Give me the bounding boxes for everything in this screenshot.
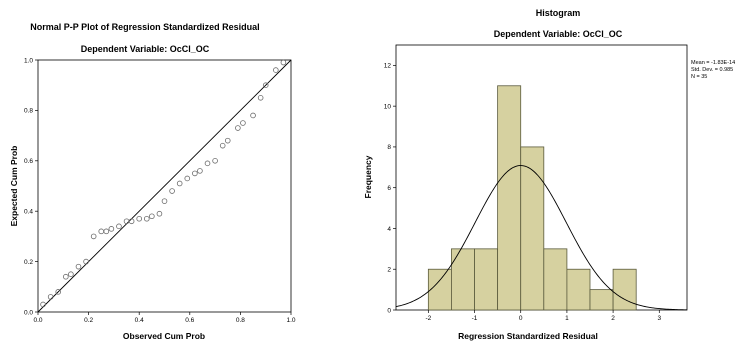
histogram-y-tick-label: 12: [384, 63, 392, 70]
pp-point: [184, 175, 191, 182]
pp-x-axis: 0.0 0.2 0.4 0.6 0.8 1.0: [33, 312, 296, 324]
histogram-y-axis-label: Frequency: [363, 155, 373, 198]
pp-y-tick-label: 0.8: [24, 108, 33, 115]
pp-point: [136, 215, 143, 222]
pp-y-tick-label: 0.2: [24, 259, 33, 266]
pp-point: [235, 125, 241, 131]
pp-point: [273, 67, 279, 73]
stats-n: N = 35: [691, 74, 707, 80]
pp-point: [108, 226, 115, 232]
histogram-y-tick-label: 10: [384, 103, 392, 110]
stats-mean: Mean = -1.83E-14: [691, 60, 735, 66]
pp-point: [156, 210, 163, 217]
histogram-x-tick-label: 0: [519, 315, 523, 322]
pp-point: [128, 218, 135, 225]
histogram-title: Histogram: [536, 8, 581, 18]
histogram-bar: [589, 289, 614, 311]
histogram-x-tick-label: -2: [425, 315, 431, 322]
normal-curve: [395, 165, 688, 311]
histogram-bar: [566, 268, 591, 311]
pp-y-axis: 0.0 0.2 0.4 0.6 0.8 1.0: [24, 57, 38, 316]
pp-point: [192, 170, 198, 177]
pp-y-tick-label: 0.6: [24, 158, 33, 165]
pp-point: [55, 289, 62, 295]
pp-point: [204, 160, 211, 167]
pp-point: [68, 271, 74, 278]
pp-x-tick-label: 0.0: [33, 317, 42, 324]
histogram-bar: [612, 268, 637, 311]
histogram-y-tick-label: 8: [387, 144, 391, 151]
pp-x-tick-label: 0.8: [236, 317, 245, 324]
pp-x-tick-label: 0.6: [185, 317, 194, 324]
pp-plot-title: Normal P-P Plot of Regression Standardiz…: [30, 22, 259, 32]
pp-y-axis-label: Expected Cum Prob: [9, 146, 19, 227]
histogram-bar: [474, 248, 499, 311]
histogram-x-axis: -2 -1 0 1 2 3: [425, 310, 661, 322]
histogram-x-tick-label: -1: [472, 315, 478, 322]
pp-plot-subtitle: Dependent Variable: OcCl_OC: [81, 44, 210, 54]
pp-points: [40, 59, 287, 308]
pp-point: [149, 213, 155, 220]
pp-point: [262, 82, 269, 88]
pp-y-tick-label: 1.0: [24, 57, 33, 64]
pp-point: [240, 120, 246, 126]
pp-y-tick-label: 0.0: [24, 309, 33, 316]
pp-y-tick-label: 0.4: [24, 209, 33, 216]
pp-point: [83, 258, 89, 265]
pp-point: [161, 198, 168, 204]
pp-point: [103, 228, 110, 235]
pp-x-tick-label: 0.2: [84, 317, 93, 324]
pp-point: [176, 180, 183, 187]
histogram-bar: [543, 248, 568, 311]
pp-point: [40, 301, 46, 308]
pp-plot: Normal P-P Plot of Regression Standardiz…: [9, 22, 296, 341]
histogram-x-tick-label: 2: [611, 315, 615, 322]
pp-point: [257, 95, 264, 101]
pp-point: [250, 112, 256, 119]
pp-point: [143, 215, 150, 222]
pp-point: [75, 263, 82, 270]
pp-point: [197, 168, 203, 174]
histogram-bar: [451, 248, 475, 311]
histogram-subtitle: Dependent Variable: OcCl_OC: [494, 29, 623, 39]
histogram: Histogram Dependent Variable: OcCl_OC 0 2…: [363, 8, 735, 341]
histogram-y-tick-label: 6: [387, 185, 391, 192]
pp-point: [47, 294, 54, 300]
pp-x-axis-label: Observed Cum Prob: [123, 331, 205, 341]
pp-point: [116, 223, 122, 230]
pp-x-tick-label: 0.4: [135, 317, 144, 324]
pp-reference-line: [37, 59, 292, 313]
pp-point: [169, 188, 175, 194]
histogram-bars: [427, 85, 637, 311]
histogram-y-tick-label: 2: [387, 267, 391, 274]
pp-point: [219, 142, 226, 149]
histogram-stats: Mean = -1.83E-14 Std. Dev. = 0.985 N = 3…: [691, 60, 735, 80]
histogram-x-tick-label: 3: [657, 315, 661, 322]
pp-point: [280, 59, 287, 66]
pp-point: [63, 273, 69, 280]
pp-x-tick-label: 1.0: [286, 317, 295, 324]
histogram-bar: [497, 85, 522, 311]
pp-point: [212, 158, 218, 164]
histogram-x-tick-label: 1: [565, 315, 569, 322]
histogram-bar: [427, 268, 452, 311]
pp-point: [90, 233, 97, 240]
histogram-y-tick-label: 4: [387, 226, 391, 233]
histogram-x-axis-label: Regression Standardized Residual: [458, 331, 598, 341]
histogram-y-axis: 0 2 4 6 8 10 12: [384, 63, 396, 314]
stats-std-dev: Std. Dev. = 0.985: [691, 67, 733, 73]
histogram-bar: [520, 146, 545, 311]
histogram-y-tick-label: 0: [387, 307, 391, 314]
pp-point: [224, 137, 231, 144]
